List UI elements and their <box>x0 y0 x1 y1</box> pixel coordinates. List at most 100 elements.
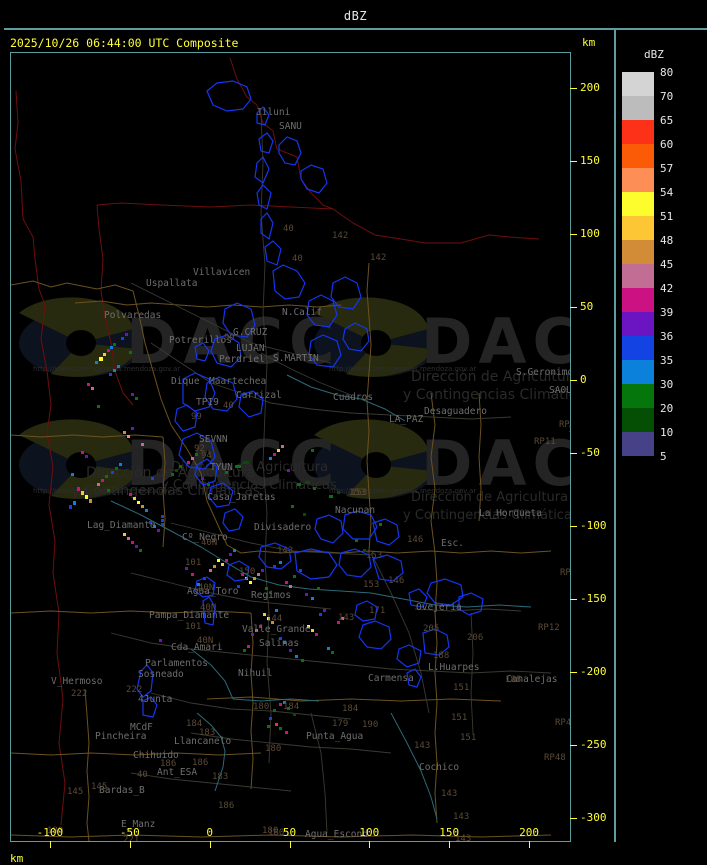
colorbar-tick-label: 10 <box>660 426 674 439</box>
colorbar-tick-label: 36 <box>660 330 674 343</box>
map-place-label: Pincheira <box>95 731 146 742</box>
window-titlebar: dBZ <box>4 4 707 30</box>
window-title: dBZ <box>343 9 368 23</box>
map-route-number: 94 <box>201 451 212 461</box>
watermark-brand-2: DACC <box>421 305 570 378</box>
colorbar-swatch <box>622 240 654 264</box>
y-tick-mark <box>570 161 577 163</box>
map-place-label: Chihuido <box>133 750 179 761</box>
map-place-label: Carrizal <box>236 390 282 401</box>
y-tick-mark <box>570 599 577 601</box>
y-tick-mark <box>570 88 577 90</box>
map-place-label: G.CRUZ <box>233 327 268 338</box>
colorbar-swatch <box>622 264 654 288</box>
watermark-url-4: http://www.contingencias.mendoza.gov.ar <box>329 487 476 495</box>
map-route-number: 40 <box>283 224 294 234</box>
map-route-number: 180 <box>253 702 269 712</box>
y-tick-mark <box>570 234 577 236</box>
colorbar-title: dBZ <box>644 48 664 61</box>
colorbar-swatch <box>622 168 654 192</box>
colorbar-tick-label: 80 <box>660 66 674 79</box>
map-route-number: 180 <box>265 744 281 754</box>
colorbar-tick-label: 35 <box>660 354 674 367</box>
colorbar-swatch <box>622 96 654 120</box>
colorbar-tick-label: 45 <box>660 258 674 271</box>
map-route-number: 151 <box>453 683 469 693</box>
colorbar-panel: dBZ 80 70 65 60 57 54 51 48 45 42 39 36 35 30 20 10 5 <box>618 30 707 842</box>
x-tick-mark <box>289 841 291 848</box>
map-place-label: Valle_Grande <box>242 624 311 635</box>
y-tick-mark <box>570 526 577 528</box>
colorbar-swatch <box>622 288 654 312</box>
x-tick-label: 200 <box>519 826 539 839</box>
map-route-number: 151 <box>460 733 476 743</box>
map-route-number: 184 <box>342 704 358 714</box>
map-place-label: Bardas_B <box>99 785 145 796</box>
map-route-number: 153 <box>366 551 382 561</box>
radar-plot-area[interactable]: DACC DACC DACC DACC Dirección de Agricul… <box>10 52 571 842</box>
map-route-number: 40 <box>137 770 148 780</box>
y-tick-mark <box>570 672 577 674</box>
y-tick-mark <box>570 453 577 455</box>
hydrography <box>110 374 532 820</box>
x-axis-unit-label: km <box>10 852 24 865</box>
map-place-label: TPI9 <box>196 397 219 408</box>
colorbar-swatch <box>622 336 654 360</box>
map-route-number: 221 <box>123 835 139 841</box>
colorbar-tick-label: 51 <box>660 210 674 223</box>
colorbar-tick-label: 48 <box>660 234 674 247</box>
colorbar-tick-label: 57 <box>660 162 674 175</box>
map-route-number: 146 <box>407 535 423 545</box>
watermark-logo-group <box>19 297 438 499</box>
map-route-number: 188 <box>433 651 449 661</box>
map-route-number: 183 <box>199 728 215 738</box>
map-place-label: Desaguadero <box>424 406 487 417</box>
map-route-number: 101 <box>185 622 201 632</box>
watermark-line2-c: y Contingencias Climáticas <box>161 478 337 493</box>
colorbar-swatch <box>622 432 654 456</box>
colorbar-swatch <box>622 384 654 408</box>
map-place-label: Cda_Amari <box>171 642 223 653</box>
map-route-number: 184 <box>283 702 299 712</box>
map-route-number: 40 <box>223 401 234 411</box>
map-place-label: Potrerillos <box>169 335 232 346</box>
colorbar-tick-label: 60 <box>660 138 674 151</box>
map-route-number: 153 <box>351 488 367 498</box>
x-tick-mark <box>129 841 131 848</box>
map-place-label: LA_PAZ <box>389 414 424 425</box>
colorbar-tick-label: 5 <box>660 450 667 463</box>
colorbar-swatch <box>622 360 654 384</box>
map-place-label: TYUN <box>210 462 233 473</box>
colorbar-swatch <box>622 72 654 96</box>
watermark-line2-b: y Contingencias Climáticas <box>403 387 570 403</box>
watermark-url-1: http://www.contingencias.mendoza.gov.ar <box>33 365 180 373</box>
provincial-borders <box>11 262 552 841</box>
map-route-number: 153 <box>349 488 365 498</box>
watermark-line2-a: y Contingencias Climáticas <box>71 483 260 499</box>
watermark-url-3: http://www.contingencias.mendoza.gov.ar <box>329 365 476 373</box>
map-route-number: 145 <box>91 782 107 792</box>
map-place-label: Pampa_Diamante <box>149 610 229 621</box>
map-route-number: 146 <box>388 576 404 586</box>
x-tick-mark <box>449 841 451 848</box>
x-tick-label: -100 <box>36 826 64 839</box>
watermark-brand-3: DACC <box>126 427 340 500</box>
map-route-number: 180 <box>268 828 284 838</box>
map-place-label: Polvaredas <box>104 310 161 321</box>
map-route-number: 190 <box>362 720 378 730</box>
watermark-text-group: DACC DACC DACC DACC Dirección de Agricul… <box>33 305 570 523</box>
y-tick-label: -250 <box>580 738 607 752</box>
map-place-label: Divisadero <box>254 522 311 533</box>
map-route-number: 142 <box>332 231 348 241</box>
x-tick-label: -50 <box>119 826 140 839</box>
storm-outlines <box>136 80 484 718</box>
map-place-label: Ovejeria <box>416 602 462 613</box>
map-place-label: Jiluni <box>256 107 291 118</box>
map-route-number: 143 <box>414 741 430 751</box>
map-route-number: 171 <box>369 606 385 616</box>
x-tick-mark <box>369 841 371 848</box>
map-place-label: Villavicen <box>193 267 250 278</box>
y-tick-mark <box>570 307 577 309</box>
x-tick-label: 150 <box>439 826 460 839</box>
